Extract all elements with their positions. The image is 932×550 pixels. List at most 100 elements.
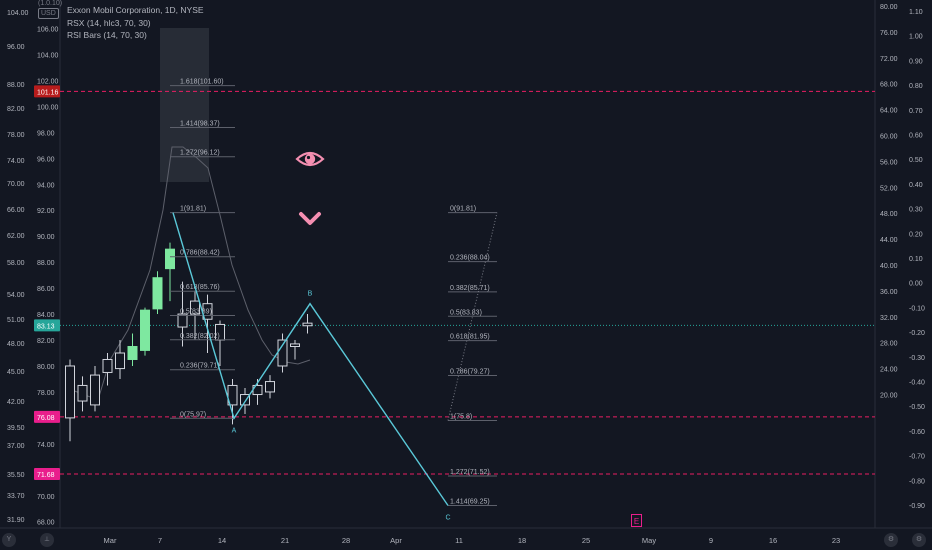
candle-body <box>115 352 125 370</box>
osc-axis-tick: -0.30 <box>909 355 925 362</box>
price-tick: 82.00 <box>37 338 55 345</box>
fib-retracement-label: 1.272(96.12) <box>180 150 220 157</box>
time-tick: 11 <box>455 536 463 545</box>
candle-body <box>90 374 100 406</box>
rsx-axis-tick: 28.00 <box>880 341 898 348</box>
fib-extension-label: 0.786(79.27) <box>450 368 490 375</box>
price-badge-label: 101.16 <box>37 89 59 96</box>
fib-extension-label: 0.382(85.71) <box>450 285 490 292</box>
legend-rsx: RSX (14, hlc3, 70, 30) <box>67 17 151 28</box>
left-axis-tick: 78.00 <box>7 132 25 139</box>
timezone-button[interactable]: Y <box>2 533 16 547</box>
osc-axis-tick: 0.60 <box>909 133 923 140</box>
fib-extension-label: 0(91.81) <box>450 206 476 213</box>
event-marker[interactable]: E <box>631 514 642 527</box>
price-tick: 70.00 <box>37 494 55 501</box>
goto-date-button[interactable]: ⟂ <box>40 533 54 547</box>
rsx-axis-tick: 64.00 <box>880 108 898 115</box>
osc-axis-tick: 1.10 <box>909 9 923 16</box>
candle-body <box>177 313 188 328</box>
price-tick: 68.00 <box>37 520 55 527</box>
price-tick: 98.00 <box>37 130 55 137</box>
fib-retracement-label: 0.5(83.89) <box>180 308 212 315</box>
rsx-axis-tick: 40.00 <box>880 263 898 270</box>
price-badge <box>34 85 60 98</box>
price-tick: 80.00 <box>37 364 55 371</box>
left-axis-tick: 66.00 <box>7 207 25 214</box>
rsx-axis-tick: 56.00 <box>880 159 898 166</box>
osc-axis-tick: -0.60 <box>909 429 925 436</box>
price-tick: 106.00 <box>37 27 59 34</box>
osc-axis-tick: 1.00 <box>909 34 923 41</box>
left-axis-tick: 74.00 <box>7 158 25 165</box>
candle-body <box>65 365 75 419</box>
time-tick: 9 <box>709 536 713 545</box>
candle-body <box>240 394 250 406</box>
rsx-axis-tick: 36.00 <box>880 289 898 296</box>
price-tick: 104.00 <box>37 52 59 59</box>
time-tick: May <box>642 536 656 545</box>
candle-body <box>102 358 113 373</box>
rsx-axis-tick: 32.00 <box>880 315 898 322</box>
time-tick: Apr <box>390 536 402 545</box>
fib-retracement-label: 1(91.81) <box>180 206 206 213</box>
chart-settings-button[interactable]: ⚙ <box>884 533 898 547</box>
osc-axis-tick: 0.70 <box>909 108 923 115</box>
osc-axis-tick: 0.10 <box>909 256 923 263</box>
price-tick: 100.00 <box>37 104 59 111</box>
legend-title: Exxon Mobil Corporation, 1D, NYSE <box>67 5 204 15</box>
rsx-axis-tick: 76.00 <box>880 30 898 37</box>
candle-body <box>127 346 138 360</box>
osc-axis-tick: 0.50 <box>909 157 923 164</box>
rsx-axis-tick: 80.00 <box>880 4 898 11</box>
price-tick: 90.00 <box>37 234 55 241</box>
price-badge <box>34 410 60 423</box>
left-axis-tick: 82.00 <box>7 106 25 113</box>
candle-body <box>302 322 313 327</box>
osc-axis-tick: 0.90 <box>909 58 923 65</box>
left-axis-tick: 33.70 <box>7 493 25 500</box>
candle-body <box>290 343 300 348</box>
left-axis-tick: 37.00 <box>7 443 25 450</box>
price-badge-label: 71.68 <box>37 472 55 479</box>
left-axis-tick: 48.00 <box>7 341 25 348</box>
fib-retracement-label: 0.618(85.76) <box>180 284 220 291</box>
time-tick: 18 <box>518 536 526 545</box>
candle-body <box>77 384 88 402</box>
rsx-axis-tick: 48.00 <box>880 211 898 218</box>
left-axis-tick: 88.00 <box>7 82 25 89</box>
osc-axis-tick: -0.90 <box>909 503 925 510</box>
left-axis-tick: 45.00 <box>7 369 25 376</box>
time-tick: 23 <box>832 536 840 545</box>
osc-axis-tick: 0.30 <box>909 207 923 214</box>
price-tick: 96.00 <box>37 156 55 163</box>
fib-extension-diagonal <box>447 212 498 421</box>
left-axis-tick: 58.00 <box>7 260 25 267</box>
time-tick: 25 <box>582 536 590 545</box>
price-tick: 86.00 <box>37 286 55 293</box>
scale-settings-button[interactable]: ⚙ <box>912 533 926 547</box>
time-tick: 16 <box>769 536 777 545</box>
osc-axis-tick: -0.70 <box>909 454 925 461</box>
chart-legend: Exxon Mobil Corporation, 1D, NYSE RSX (1… <box>67 4 204 42</box>
candle-body <box>265 381 275 393</box>
rsx-axis-tick: 20.00 <box>880 393 898 400</box>
price-tick: 84.00 <box>37 312 55 319</box>
time-tick: 28 <box>342 536 350 545</box>
left-axis-tick: 62.00 <box>7 233 25 240</box>
currency-badge[interactable]: USD <box>38 8 59 19</box>
price-tick: 94.00 <box>37 182 55 189</box>
price-badge <box>34 467 60 480</box>
price-badge <box>34 319 60 332</box>
left-axis-tick: 96.00 <box>7 44 25 51</box>
candle-body <box>190 300 200 315</box>
fib-retracement-label: 1.618(101.60) <box>180 79 224 86</box>
time-tick: 14 <box>218 536 226 545</box>
fib-retracement-label: 1.414(98.37) <box>180 121 220 128</box>
left-axis-tick: 31.90 <box>7 517 25 524</box>
left-axis-tick: 35.50 <box>7 472 25 479</box>
rsx-axis-tick: 68.00 <box>880 82 898 89</box>
fib-extension-label: 1(75.8) <box>450 413 472 420</box>
eye-icon <box>295 151 325 167</box>
